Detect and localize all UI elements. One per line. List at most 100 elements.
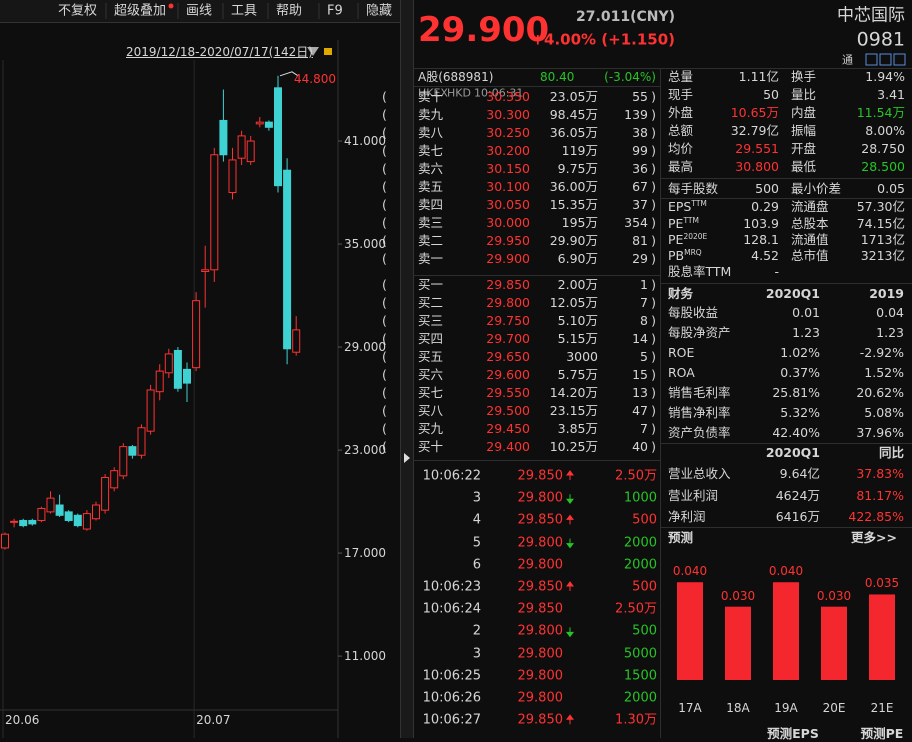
book-count: 13 [382, 385, 656, 401]
table-value: 1.23 [792, 325, 820, 340]
reference-price: 27.011(CNY) [576, 9, 675, 25]
candle-body [246, 140, 255, 163]
candle-body [292, 329, 301, 353]
candle-body [119, 446, 128, 477]
separator [413, 68, 912, 69]
trade-volume: 1500 [623, 668, 657, 684]
separator [661, 283, 912, 284]
stat-value: 11.54万 [856, 105, 905, 120]
book-count: 47 [382, 403, 656, 419]
candle-body [155, 370, 164, 393]
y-tick-label: 29.000 [344, 340, 386, 355]
candle-body [228, 159, 237, 194]
candle-body [219, 119, 228, 156]
tool-icon [865, 53, 878, 66]
trade-price: 29.800 [517, 557, 564, 573]
toolbar-button[interactable]: 不复权 [58, 3, 98, 19]
toolbar-button[interactable]: 隐藏 [366, 3, 393, 19]
candle-body [82, 513, 91, 530]
table-value: 42.40% [772, 425, 820, 440]
bar [677, 582, 703, 680]
book-count: 40 [382, 439, 656, 455]
bar [773, 582, 799, 680]
max-marker [279, 71, 299, 77]
trade-time: 5 [472, 535, 481, 551]
toolbar-button[interactable]: 超级叠加 [114, 3, 167, 19]
max-label: 44.800 [294, 71, 336, 86]
trade-price: 29.800 [517, 535, 564, 551]
x-tick-label: 20.07 [196, 713, 231, 727]
stat-value: 28.750 [861, 141, 905, 156]
down-arrow [566, 494, 574, 505]
table-value: 1.52% [864, 365, 904, 380]
stat-value: 8.00% [865, 123, 905, 138]
a-share-label: A股(688981) [418, 70, 494, 84]
collapse-strip[interactable] [401, 0, 413, 738]
separator [413, 86, 660, 87]
book-count: 37 [382, 197, 656, 213]
table-header: 2020Q1 [765, 286, 820, 301]
table-label: 营业总收入 [668, 466, 731, 481]
up-arrow [566, 714, 574, 725]
tab[interactable]: 预测EPS [767, 726, 819, 741]
trade-time: 10:06:25 [422, 668, 481, 684]
y-tick-label: 35.000 [344, 237, 386, 252]
stat-label: 流通盘 [791, 199, 829, 214]
stat-label: 均价 [668, 141, 694, 156]
toolbar-button[interactable]: F9 [327, 3, 343, 19]
toolbar-bg [0, 0, 400, 22]
separator [413, 460, 660, 461]
table-value: 5.08% [864, 405, 904, 420]
bar-label: 0.040 [672, 564, 708, 579]
book-count: 5 [382, 349, 656, 365]
book-count: 81 [382, 233, 656, 249]
stat-value: - [774, 264, 779, 279]
bar-category: 19A [774, 701, 798, 715]
book-count: 36 [382, 161, 656, 177]
bar-category: 21E [870, 701, 894, 715]
trade-time: 2 [472, 623, 481, 639]
table-label: 每股收益 [668, 305, 719, 320]
trade-time: 4 [472, 512, 481, 528]
toolbar-button[interactable]: 帮助 [276, 3, 303, 19]
trade-volume: 500 [632, 579, 657, 595]
stat-value: 128.1 [743, 232, 779, 247]
stat-label: 开盘 [791, 141, 817, 156]
tab[interactable]: 预测PE [860, 726, 904, 741]
stat-value: 57.30亿 [856, 199, 905, 214]
table-value: 37.96% [856, 425, 904, 440]
forecast-more[interactable]: 更多>> [851, 530, 897, 545]
candle-body [73, 514, 82, 527]
table-value: 0.04 [876, 305, 904, 320]
book-count: 139 [382, 107, 656, 123]
stat-value: 28.500 [861, 159, 905, 174]
table-label: ROA [668, 365, 695, 380]
stat-value: 1.11亿 [738, 69, 779, 84]
collapse-arrow[interactable] [403, 452, 411, 464]
trade-price: 29.800 [517, 690, 564, 706]
stat-label: EPSTTM [668, 198, 707, 214]
trade-price: 29.800 [517, 623, 564, 639]
stat-value: 0.29 [751, 199, 779, 214]
trade-time: 10:06:24 [422, 601, 481, 617]
candle-body [137, 427, 146, 456]
trade-volume: 1.30万 [615, 712, 657, 728]
trade-volume: 2000 [623, 535, 657, 551]
candle-body [283, 169, 292, 350]
trade-price: 29.850 [517, 468, 564, 484]
stat-label: 总量 [668, 69, 694, 84]
table-value: 0.01 [792, 305, 820, 320]
toolbar-button[interactable]: 工具 [231, 3, 258, 19]
trade-time: 3 [472, 490, 481, 506]
candle-body [274, 87, 282, 187]
book-count: 55 [382, 89, 656, 105]
stat-label: 现手 [668, 87, 694, 102]
separator [661, 527, 912, 528]
book-count: 354 [382, 215, 656, 231]
stat-label: 流通值 [791, 232, 829, 247]
date-range: 2019/12/18-2020/07/17(142日) [126, 45, 313, 59]
toolbar-button[interactable]: 画线 [186, 3, 213, 19]
y-tick-label: 17.000 [344, 546, 386, 561]
candle-body [10, 520, 19, 523]
stat-label: 最小价差 [791, 181, 842, 196]
